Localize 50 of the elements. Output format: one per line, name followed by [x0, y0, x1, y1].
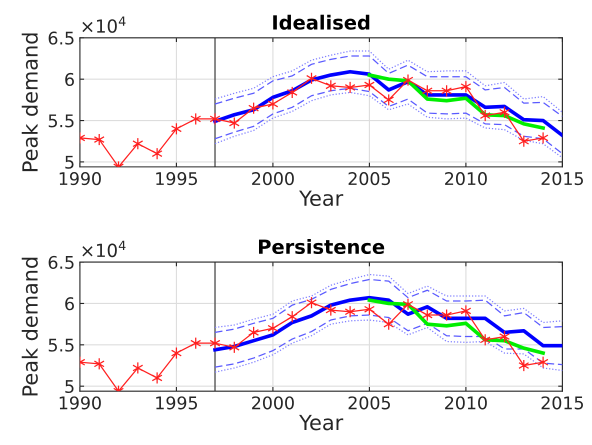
point: [325, 80, 336, 92]
y-tick-label: 5: [65, 380, 74, 394]
x-tick-label: 1990: [60, 396, 101, 410]
point: [94, 358, 105, 370]
x-tick-label: 2015: [542, 172, 583, 186]
point: [228, 341, 240, 354]
point: [228, 116, 240, 130]
point: [422, 308, 433, 322]
point: [190, 112, 202, 126]
y-axis-title: Peak demand: [22, 258, 38, 396]
y-axis-title: Peak demand: [22, 33, 38, 172]
y-tick-label: 6.5: [48, 32, 74, 45]
point: [325, 304, 336, 316]
y-tick-label: 5.5: [48, 338, 74, 352]
chart-title: Idealised: [273, 14, 370, 30]
y-tick-label: 5: [65, 156, 74, 169]
point: [132, 362, 144, 374]
x-axis-title: Year: [299, 190, 344, 206]
point: [94, 133, 105, 146]
point: [286, 310, 298, 323]
x-tick-label: 2010: [445, 172, 487, 186]
line-series: [368, 73, 545, 130]
point: [480, 109, 491, 122]
text: ×10$^{4}$: [82, 240, 126, 258]
y-tick-label: 6.5: [48, 256, 74, 269]
point: [518, 359, 530, 372]
x-tick-label: 1990: [60, 172, 101, 186]
point: [383, 318, 394, 330]
text: ×10$^{4}$: [82, 16, 126, 33]
chart-title: Persistence: [259, 238, 384, 254]
point: [422, 84, 433, 97]
point: [190, 336, 202, 350]
x-tick-label: 2005: [348, 172, 390, 186]
x-tick-label: 2000: [252, 172, 294, 186]
point: [518, 135, 530, 148]
x-tick-label: 2010: [445, 396, 487, 410]
point: [480, 334, 491, 346]
x-tick-label: 1995: [156, 172, 197, 186]
x-axis-title: Year: [299, 414, 344, 430]
x-tick-label: 2015: [542, 396, 583, 410]
point: [286, 86, 298, 99]
y-tick-label: 6: [65, 297, 74, 310]
y-tick-label: 5.5: [48, 114, 74, 128]
y-tick-label: 6: [65, 72, 74, 86]
x-tick-label: 2005: [348, 396, 390, 410]
line-series: [368, 298, 545, 355]
point: [383, 94, 394, 106]
x-tick-label: 1995: [156, 396, 197, 410]
point: [132, 138, 144, 150]
x-tick-label: 2000: [252, 396, 294, 410]
